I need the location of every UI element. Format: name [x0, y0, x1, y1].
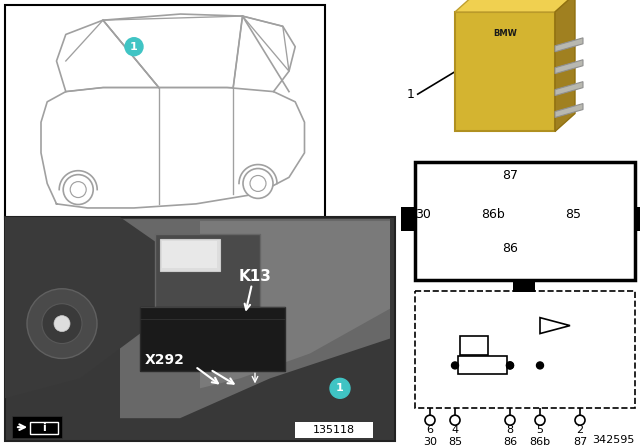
Circle shape: [506, 362, 513, 369]
Text: 1: 1: [336, 383, 344, 393]
Bar: [12, 416, 62, 438]
Circle shape: [63, 175, 93, 205]
Bar: [460, 336, 488, 355]
Polygon shape: [555, 0, 575, 131]
Text: 86: 86: [502, 242, 518, 255]
Circle shape: [125, 38, 143, 56]
Circle shape: [505, 415, 515, 425]
Bar: [635, 207, 640, 231]
Circle shape: [450, 415, 460, 425]
Text: 86: 86: [503, 437, 517, 447]
Bar: [162, 241, 217, 268]
Circle shape: [451, 362, 458, 369]
Text: 30: 30: [423, 437, 437, 447]
Text: 87: 87: [573, 437, 587, 447]
Text: 342595: 342595: [593, 435, 635, 445]
Text: 135118: 135118: [313, 425, 355, 435]
Polygon shape: [540, 318, 570, 334]
Circle shape: [425, 415, 435, 425]
Polygon shape: [555, 82, 583, 95]
Circle shape: [575, 415, 585, 425]
Bar: [160, 239, 220, 271]
Bar: [401, 207, 415, 231]
Polygon shape: [455, 0, 575, 12]
Bar: [458, 357, 507, 375]
Polygon shape: [200, 221, 390, 388]
Bar: [140, 307, 285, 371]
Circle shape: [27, 289, 97, 358]
Text: X292: X292: [145, 353, 185, 367]
Bar: [513, 280, 535, 292]
Circle shape: [535, 415, 545, 425]
Text: 85: 85: [565, 207, 581, 220]
Bar: [295, 422, 373, 438]
Text: 1: 1: [407, 88, 415, 101]
Bar: [415, 162, 635, 280]
Bar: [5, 217, 395, 441]
Circle shape: [42, 304, 82, 344]
Bar: [155, 234, 260, 309]
Text: i: i: [42, 423, 46, 433]
Text: 87: 87: [502, 169, 518, 182]
Text: 5: 5: [536, 425, 543, 435]
Bar: [30, 422, 58, 434]
Polygon shape: [555, 103, 583, 117]
Bar: [5, 5, 325, 219]
Text: 86b: 86b: [481, 207, 505, 220]
Text: 30: 30: [415, 207, 431, 220]
Circle shape: [250, 176, 266, 191]
Text: BMW: BMW: [493, 30, 517, 39]
Circle shape: [330, 379, 350, 398]
Text: 4: 4: [451, 425, 459, 435]
Text: 6: 6: [426, 425, 433, 435]
Circle shape: [243, 168, 273, 198]
Text: K13: K13: [239, 269, 271, 284]
Text: 86b: 86b: [529, 437, 550, 447]
Bar: [415, 291, 635, 408]
Circle shape: [536, 362, 543, 369]
Polygon shape: [555, 60, 583, 73]
Text: 8: 8: [506, 425, 513, 435]
Polygon shape: [5, 217, 180, 398]
Circle shape: [506, 362, 513, 369]
Circle shape: [54, 316, 70, 332]
Bar: [455, 12, 555, 131]
Polygon shape: [555, 38, 583, 52]
Text: 85: 85: [448, 437, 462, 447]
Polygon shape: [120, 219, 390, 418]
Text: 2: 2: [577, 425, 584, 435]
Circle shape: [70, 181, 86, 198]
Text: 1: 1: [130, 42, 138, 52]
